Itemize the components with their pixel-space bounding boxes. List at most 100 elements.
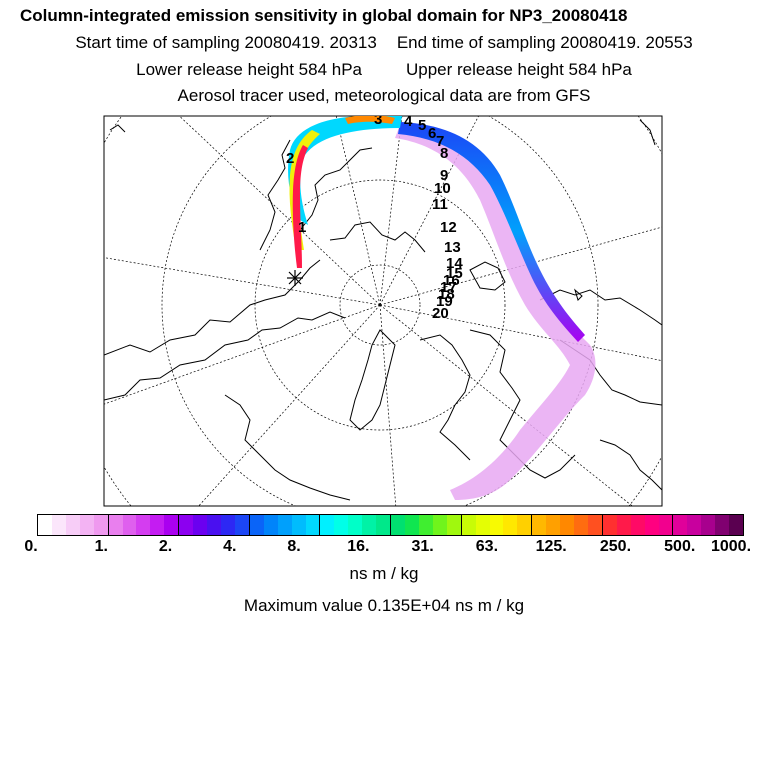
colorbar-tick-label: 2. — [158, 538, 173, 555]
colorbar-cell — [334, 515, 349, 535]
colorbar-cell — [305, 515, 321, 535]
colorbar-cell — [249, 515, 264, 535]
colorbar-cell — [376, 515, 392, 535]
sampling-times: Start time of sampling 20080419. 20313 En… — [0, 33, 768, 53]
day-label: 17 — [440, 279, 457, 296]
colorbar-cell — [658, 515, 674, 535]
colorbar-cell — [673, 515, 688, 535]
coastline — [224, 394, 351, 501]
colorbar-cell — [348, 515, 363, 535]
meridian — [379, 226, 662, 306]
colorbar-cell — [234, 515, 250, 535]
coastline — [299, 147, 373, 231]
colorbar-cell — [391, 515, 405, 535]
coastline — [329, 221, 426, 253]
plume-track-outer — [288, 116, 402, 225]
day-label: 19 — [436, 293, 453, 310]
colorbar-tick-label: 63. — [475, 538, 499, 555]
colorbar-cell — [644, 515, 659, 535]
plume-track-core — [292, 145, 308, 268]
coastline — [639, 119, 656, 146]
colorbar-tick-label: 16. — [347, 538, 370, 555]
lat-circle — [339, 264, 421, 346]
start-time: Start time of sampling 20080419. 20313 — [75, 33, 377, 52]
coastline — [599, 439, 662, 491]
colorbar-tick-label: 31. — [411, 538, 434, 555]
colorbar-tick-label: 4. — [223, 538, 237, 555]
colorbar-cell — [602, 515, 617, 535]
meridian — [379, 116, 480, 306]
colorbar-cell — [320, 515, 335, 535]
colorbar-tick-label: 500. — [664, 538, 696, 555]
colorbar-cell — [108, 515, 123, 535]
lat-circle — [161, 116, 599, 506]
colorbar-cell — [532, 515, 547, 535]
day-label: 15 — [446, 265, 463, 282]
upper-release-height: Upper release height 584 hPa — [406, 60, 632, 79]
colorbar-cell — [687, 515, 702, 535]
day-label: 14 — [446, 255, 463, 272]
colorbar-cell — [122, 515, 137, 535]
colorbar-tick-label: 250. — [599, 538, 632, 555]
day-label: 16 — [443, 272, 460, 289]
release-location-cross — [287, 270, 303, 286]
colorbar-cell — [701, 515, 716, 535]
day-label: 18 — [438, 286, 455, 303]
colorbar-cell — [164, 515, 180, 535]
day-label: 6 — [428, 125, 436, 142]
colorbar-cell — [38, 515, 52, 535]
colorbar-tick-label: 8. — [287, 538, 301, 555]
end-time: End time of sampling 20080419. 20553 — [396, 33, 693, 52]
day-label: 13 — [444, 239, 461, 256]
colorbar-cell — [362, 515, 377, 535]
colorbar-cell — [179, 515, 194, 535]
lower-release-height: Lower release height 584 hPa — [136, 60, 362, 79]
colorbar-cell — [418, 515, 433, 535]
colorbar-cell — [475, 515, 490, 535]
plot-title: Column-integrated emission sensitivity i… — [20, 6, 628, 25]
coastline — [419, 334, 471, 461]
tracer-note: Aerosol tracer used, meteorological data… — [177, 86, 591, 105]
colorbar-cell — [587, 515, 603, 535]
colorbar-cell — [560, 515, 575, 535]
colorbar-cell — [461, 515, 476, 535]
colorbar-cell — [446, 515, 462, 535]
colorbar-cell — [193, 515, 208, 535]
day-label: 1 — [298, 219, 306, 236]
colorbar-cell — [404, 515, 419, 535]
colorbar — [37, 514, 744, 536]
release-heights: Lower release height 584 hPa Upper releas… — [0, 60, 768, 80]
day-label: 5 — [418, 117, 426, 134]
colorbar-cell — [616, 515, 631, 535]
day-label: 8 — [440, 145, 448, 162]
colorbar-cell — [220, 515, 235, 535]
coastline — [469, 329, 576, 479]
colorbar-cell — [51, 515, 66, 535]
day-label: 9 — [440, 167, 448, 184]
coastline — [259, 139, 291, 251]
plume-track-segment — [345, 116, 395, 124]
meridian — [104, 304, 381, 405]
colorbar-tick-label: 125. — [535, 538, 567, 555]
colorbar-tick-label: 1. — [94, 538, 108, 555]
colorbar-cell — [291, 515, 306, 535]
map-panel: 1 2 3 4 5 6 7 8 9 10 11 12 13 14 15 16 1… — [103, 115, 663, 507]
colorbar-units: ns m / kg — [349, 564, 419, 583]
colorbar-cell — [79, 515, 94, 535]
colorbar-cell — [136, 515, 151, 535]
colorbar-cell — [517, 515, 533, 535]
day-label: 7 — [436, 133, 444, 150]
colorbar-cell — [489, 515, 504, 535]
meridian — [198, 304, 381, 506]
colorbar-cell — [263, 515, 278, 535]
coastline — [539, 289, 662, 326]
colorbar-cell — [150, 515, 165, 535]
coastline — [104, 311, 346, 401]
day-label: 12 — [440, 219, 457, 236]
greenland — [349, 329, 396, 431]
colorbar-cell — [65, 515, 80, 535]
coastline — [104, 259, 321, 356]
day-label: 11 — [432, 196, 448, 213]
plume-halo — [395, 125, 596, 500]
island — [469, 261, 506, 291]
